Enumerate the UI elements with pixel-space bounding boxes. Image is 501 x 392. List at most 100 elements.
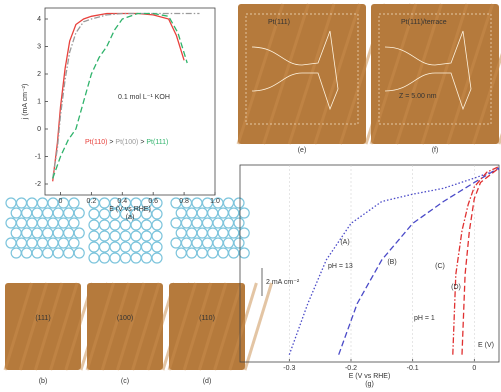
atom: [63, 247, 75, 259]
panel-label: (e): [298, 147, 307, 154]
atom: [5, 197, 17, 209]
atom: [5, 217, 17, 229]
atom: [10, 207, 22, 219]
series-line: [461, 167, 500, 355]
atom: [88, 219, 100, 231]
atom: [31, 247, 43, 259]
atom: [180, 217, 193, 229]
x-axis-label: E (V vs RHE): [109, 206, 151, 213]
stm-step: [3, 282, 34, 371]
stm-step: [262, 3, 310, 145]
atom: [21, 227, 33, 239]
atom: [68, 217, 80, 229]
stm-step: [313, 3, 362, 145]
series-order: Pt(110) > Pt(100) > Pt(111): [85, 139, 168, 146]
stm-step: [446, 3, 495, 145]
stm-step: [287, 3, 336, 145]
atom: [52, 227, 64, 239]
panel-label: (f): [432, 147, 439, 154]
series-line: [52, 12, 185, 182]
y-tick-label: 4: [37, 16, 41, 23]
atom: [109, 219, 121, 231]
atom: [26, 237, 38, 249]
panel-label: (b): [39, 378, 48, 385]
atom: [88, 230, 100, 242]
legend-entry: Pt(111): [146, 139, 168, 146]
atom: [151, 208, 163, 220]
y-axis-label: j (mA cm⁻²): [22, 84, 29, 121]
series-label: (D): [451, 284, 461, 291]
x-tick-label: -0.1: [407, 365, 419, 372]
atom: [36, 197, 49, 209]
image-label: (111): [35, 315, 50, 322]
atom: [196, 247, 208, 259]
atom: [5, 237, 17, 249]
stm-step: [131, 282, 161, 371]
separator: >: [107, 139, 115, 146]
stm-step: [369, 3, 418, 145]
annotation: 0.1 mol L⁻¹ KOH: [118, 94, 170, 101]
atom: [170, 217, 182, 229]
atom: [175, 227, 187, 239]
inset-note: Z = 5.00 nm: [399, 93, 437, 100]
atom: [10, 247, 22, 259]
stm-step: [33, 282, 64, 371]
y-tick-label: 2: [37, 71, 41, 78]
inset-frame: [245, 13, 359, 125]
stm-step: [213, 282, 243, 371]
atom: [31, 227, 43, 239]
x-axis-label: E (V vs RHE): [349, 373, 391, 380]
y-tick-label: -1: [35, 153, 41, 160]
atom: [15, 217, 28, 229]
atom: [47, 217, 59, 229]
atom: [228, 227, 240, 239]
stm-step: [243, 282, 274, 371]
image-label: (110): [199, 315, 215, 322]
atom: [170, 237, 182, 249]
stm-step: [228, 282, 258, 371]
stm-step: [18, 282, 49, 371]
atom: [119, 230, 132, 242]
atom: [57, 217, 70, 229]
atom: [119, 241, 132, 253]
atom: [140, 252, 153, 264]
panel-label: (d): [203, 378, 212, 385]
atom: [180, 237, 193, 249]
atom: [201, 237, 214, 249]
atom: [186, 227, 198, 239]
atom: [52, 207, 64, 219]
atom: [36, 217, 49, 229]
separator: >: [138, 139, 146, 146]
atom: [217, 227, 229, 239]
atom: [238, 247, 250, 259]
stm-image: [371, 4, 499, 144]
y-tick-label: 0: [37, 126, 41, 133]
stm-step: [167, 282, 198, 371]
atom: [15, 237, 28, 249]
atom: [130, 241, 142, 253]
atom: [151, 230, 163, 242]
atom: [217, 207, 229, 219]
series-line: [338, 167, 500, 355]
x-tick-label: 1.0: [210, 198, 220, 205]
atom: [26, 217, 38, 229]
stm-step: [236, 3, 285, 145]
atom: [63, 227, 75, 239]
atom: [186, 207, 198, 219]
x-tick-label: 0.4: [117, 198, 127, 205]
atom: [73, 227, 85, 239]
atom: [238, 227, 250, 239]
x-tick-label: 0: [472, 365, 476, 372]
stm-step: [420, 3, 469, 145]
atom: [222, 217, 235, 229]
stm-step: [182, 282, 213, 371]
atom: [130, 230, 142, 242]
atom: [228, 207, 240, 219]
stm-step: [197, 282, 228, 371]
atom: [222, 197, 235, 209]
legend-entry: Pt(110): [85, 139, 107, 146]
x-tick-label: 0.6: [148, 198, 158, 205]
atom: [191, 237, 203, 249]
plot-frame: [239, 164, 500, 363]
x-tick-label: 0.8: [179, 198, 189, 205]
